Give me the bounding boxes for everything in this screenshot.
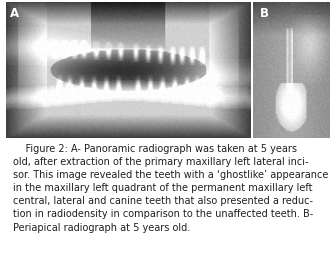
Text: B: B [259,7,268,20]
Text: A: A [10,7,19,20]
Text: Figure 2: A- Panoramic radiograph was taken at 5 years
old, after extraction of : Figure 2: A- Panoramic radiograph was ta… [13,144,329,232]
